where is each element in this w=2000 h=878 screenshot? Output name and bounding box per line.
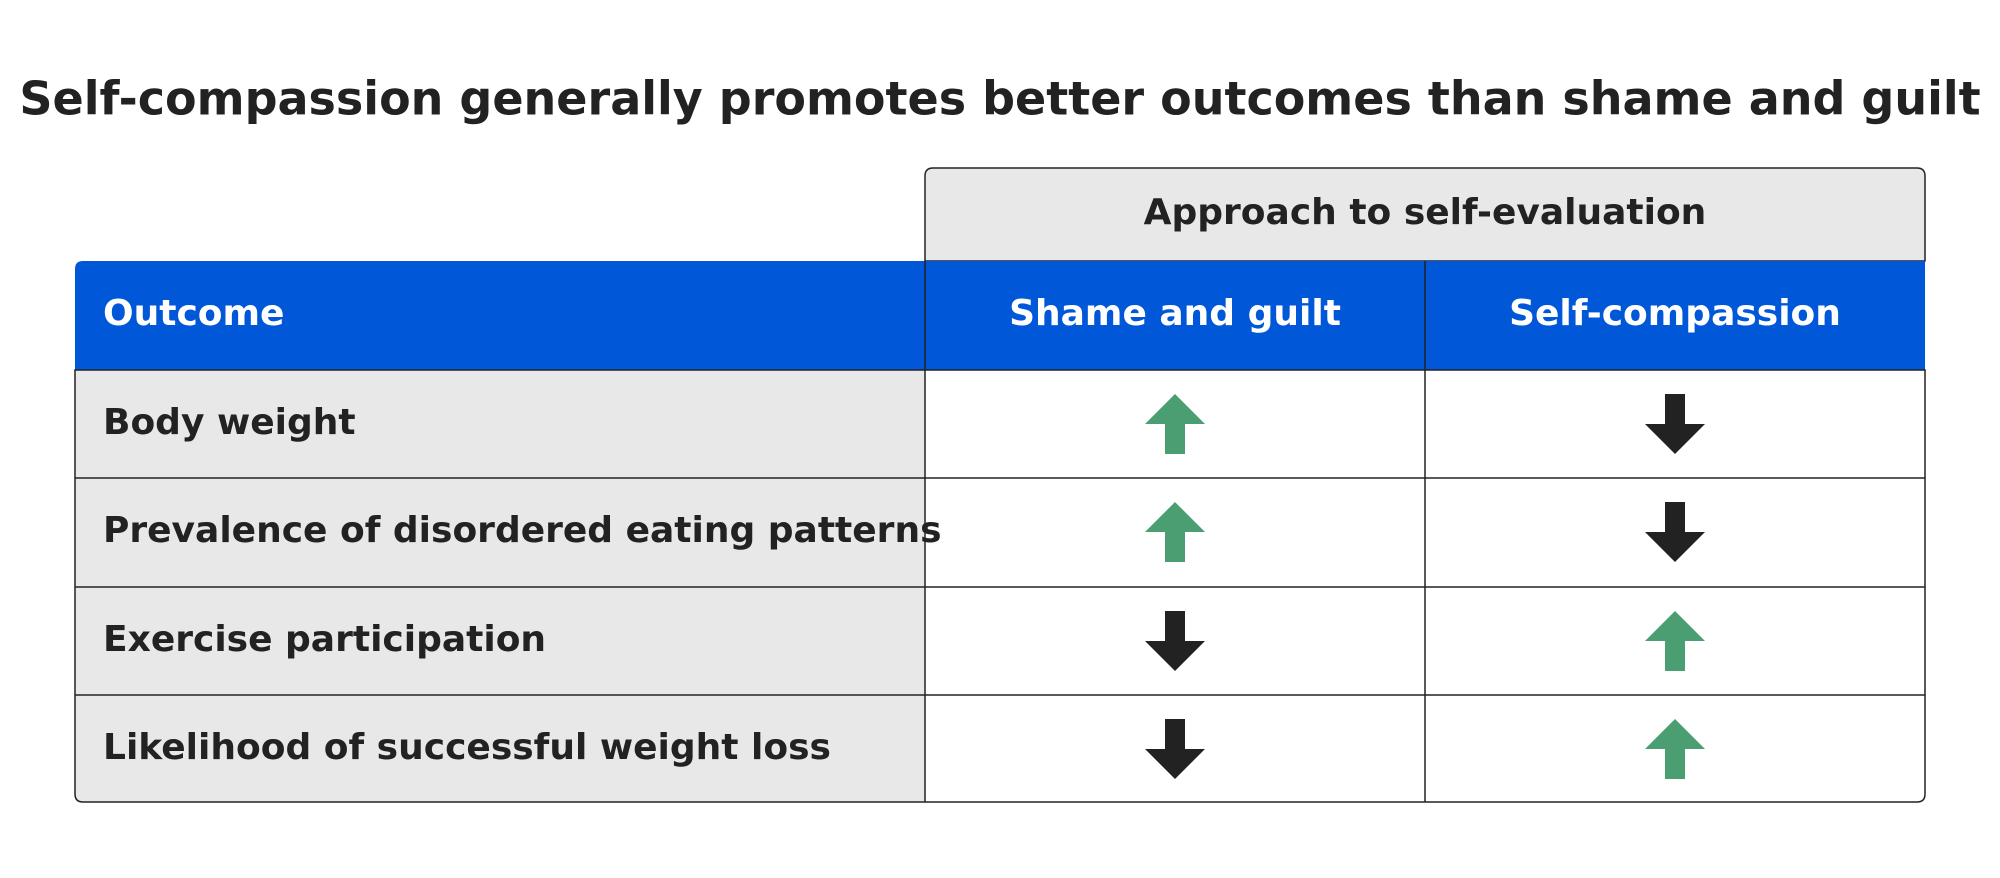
column-header: Shame and guilt [1009,293,1341,334]
down-arrow [1145,611,1205,671]
title: Self-compassion generally promotes bette… [19,72,1980,126]
down-arrow [1145,719,1205,779]
row-label: Likelihood of successful weight loss [103,727,831,768]
column-header: Outcome [103,293,284,334]
column-header: Self-compassion [1509,293,1841,334]
header-row [75,261,1925,370]
group-header-cell [924,167,1926,262]
group-header: Approach to self-evaluation [1144,192,1707,233]
table-border [74,369,1926,803]
up-arrow [1645,611,1705,671]
up-arrow [1145,394,1205,454]
up-arrow [1145,502,1205,562]
grid [75,261,1925,802]
up-arrow [1645,719,1705,779]
down-arrow [1645,394,1705,454]
row-label: Exercise participation [103,619,546,660]
down-arrow [1645,502,1705,562]
row-label: Body weight [103,402,356,443]
row-label: Prevalence of disordered eating patterns [103,510,942,551]
